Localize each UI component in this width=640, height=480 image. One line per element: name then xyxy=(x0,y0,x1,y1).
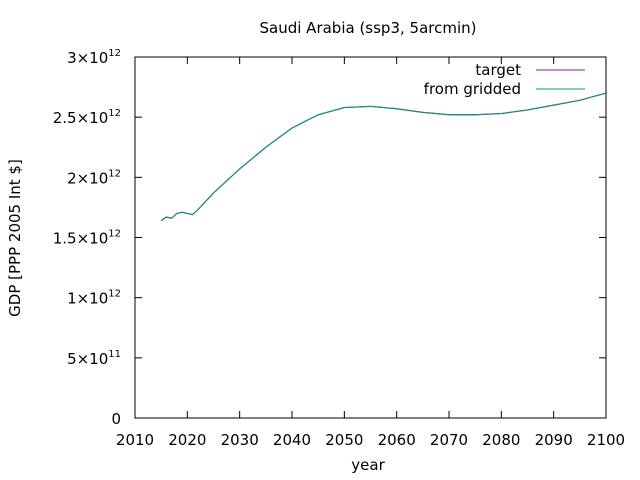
x-tick-label: 2030 xyxy=(221,431,259,449)
series-line-from-gridded xyxy=(160,92,607,222)
axis-ticks xyxy=(134,56,607,419)
y-axis-label: GDP [PPP 2005 Int $] xyxy=(6,159,24,317)
y-tick-label: 1.5×1012 xyxy=(53,229,121,248)
y-tick-label: 1×1012 xyxy=(67,289,121,308)
x-tick-label: 2070 xyxy=(430,431,468,449)
series-lines xyxy=(160,92,607,222)
x-tick-label: 2010 xyxy=(116,431,154,449)
x-tick-label: 2020 xyxy=(168,431,206,449)
y-tick-label: 2.5×1012 xyxy=(53,108,121,127)
y-tick-label: 3×1012 xyxy=(67,48,121,67)
x-tick-label: 2060 xyxy=(378,431,416,449)
x-tick-label: 2080 xyxy=(482,431,520,449)
x-axis-label: year xyxy=(351,456,385,474)
x-tick-labels: 2010 2020 2030 2040 2050 2060 2070 2080 2090 2100 xyxy=(116,431,625,449)
x-tick-label: 2090 xyxy=(535,431,573,449)
chart-title: Saudi Arabia (ssp3, 5arcmin) xyxy=(260,19,477,37)
x-tick-label: 2050 xyxy=(325,431,363,449)
y-tick-label: 5×1011 xyxy=(67,349,121,368)
x-tick-label: 2100 xyxy=(587,431,625,449)
y-tick-label: 2×1012 xyxy=(67,168,121,187)
series-line-target xyxy=(160,92,607,222)
y-tick-label: 0 xyxy=(111,410,121,428)
legend-label: target xyxy=(475,61,521,79)
x-tick-label: 2040 xyxy=(273,431,311,449)
legend-label: from gridded xyxy=(424,80,521,98)
y-tick-labels: 0 5×1011 1×1012 1.5×1012 2×1012 2.5×1012 3×101… xyxy=(53,48,121,428)
plot-frame xyxy=(134,56,607,419)
